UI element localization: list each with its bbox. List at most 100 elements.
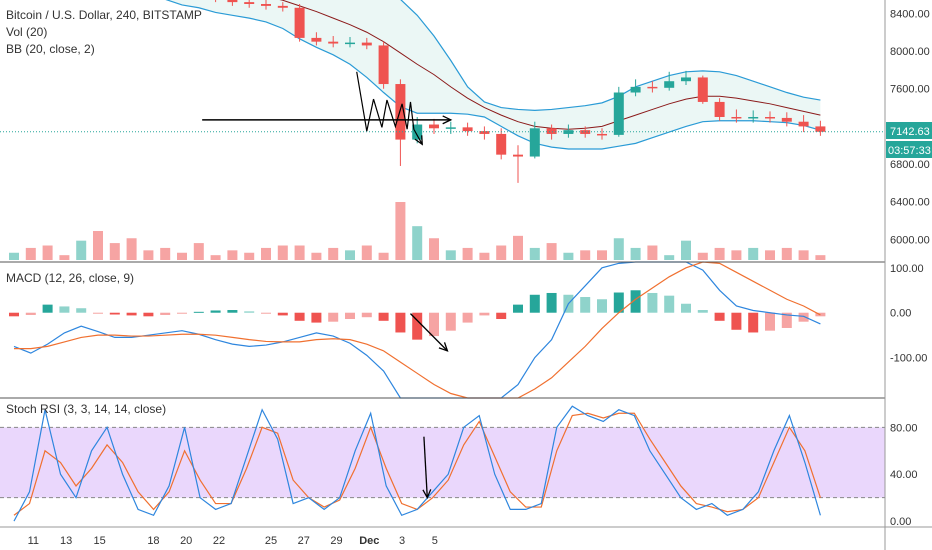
candle-body bbox=[277, 5, 288, 8]
volume-bar bbox=[529, 247, 540, 260]
volume-bar bbox=[93, 231, 103, 260]
candle-body bbox=[798, 121, 809, 127]
price-pane[interactable] bbox=[0, 0, 885, 260]
macd-tick-label: -100.00 bbox=[890, 353, 927, 365]
volume-bar bbox=[109, 243, 120, 260]
signal-line bbox=[14, 261, 821, 399]
candle-body bbox=[513, 154, 523, 157]
macd-histogram-bar bbox=[59, 306, 70, 313]
volume-bar bbox=[328, 247, 339, 260]
macd-histogram-bar bbox=[513, 304, 523, 313]
stoch-pane[interactable] bbox=[0, 405, 885, 522]
price-tick-label: 8400.00 bbox=[890, 8, 930, 20]
candle-body bbox=[361, 42, 372, 46]
candle-body bbox=[731, 116, 742, 119]
volume-bar bbox=[42, 245, 53, 260]
time-tick-label: 27 bbox=[298, 535, 310, 547]
volume-bar bbox=[412, 226, 423, 260]
volume-bar bbox=[462, 247, 473, 260]
bb-lower-line bbox=[165, 0, 821, 150]
time-tick-label: 5 bbox=[432, 535, 438, 547]
macd-histogram-bar bbox=[429, 312, 439, 337]
volume-bar bbox=[143, 250, 154, 260]
macd-tick-label: 0.00 bbox=[890, 308, 911, 320]
macd-histogram-bar bbox=[462, 312, 473, 323]
macd-histogram-bar bbox=[765, 312, 775, 331]
volume-bar bbox=[697, 252, 708, 260]
candle-body bbox=[647, 86, 658, 89]
macd-histogram-bar bbox=[93, 312, 103, 314]
volume-bar bbox=[261, 247, 271, 260]
chart-title: Bitcoin / U.S. Dollar, 240, BITSTAMP bbox=[6, 8, 202, 22]
volume-bar bbox=[613, 238, 624, 260]
macd-histogram-bar bbox=[361, 312, 372, 318]
candle-body bbox=[445, 127, 456, 129]
time-tick-label: 3 bbox=[399, 535, 405, 547]
legends: Bitcoin / U.S. Dollar, 240, BITSTAMP Vol… bbox=[6, 8, 202, 416]
candle-body bbox=[345, 42, 355, 45]
time-tick-label: 15 bbox=[94, 535, 106, 547]
volume-bar bbox=[765, 250, 775, 260]
price-tick-label: 6000.00 bbox=[890, 234, 930, 246]
macd-histogram-bar bbox=[798, 312, 809, 322]
bb-middle-line bbox=[279, 0, 821, 130]
volume-bar bbox=[277, 245, 288, 260]
macd-histogram-bar bbox=[244, 311, 255, 313]
volume-bar bbox=[630, 247, 641, 260]
macd-histogram-bar bbox=[714, 312, 725, 321]
volume-bar bbox=[378, 252, 389, 260]
volume-bar bbox=[210, 255, 221, 260]
last-price-label: 7142.63 bbox=[890, 126, 930, 138]
stoch-legend: Stoch RSI (3, 3, 14, 14, close) bbox=[6, 402, 166, 416]
macd-histogram-bar bbox=[109, 312, 120, 315]
volume-bar bbox=[395, 202, 406, 260]
candle-body bbox=[311, 37, 322, 42]
volume-bar bbox=[193, 243, 204, 260]
volume-bar bbox=[160, 247, 171, 260]
time-tick-label: 20 bbox=[180, 535, 192, 547]
time-tick-label: 13 bbox=[60, 535, 72, 547]
volume-bar bbox=[563, 252, 574, 260]
volume-bar bbox=[9, 252, 19, 260]
macd-histogram-bar bbox=[664, 295, 675, 313]
macd-histogram-bar bbox=[42, 304, 53, 313]
candle-body bbox=[765, 116, 775, 119]
macd-histogram-bar bbox=[395, 312, 406, 333]
candle-body bbox=[378, 45, 389, 85]
time-tick-label: 22 bbox=[213, 535, 225, 547]
candle-body bbox=[613, 92, 624, 135]
macd-histogram-bar bbox=[681, 303, 691, 313]
macd-histogram-bar bbox=[412, 312, 423, 340]
volume-bar bbox=[227, 250, 238, 260]
macd-histogram-bar bbox=[227, 310, 238, 313]
candle-body bbox=[563, 130, 574, 134]
stoch-arrowhead bbox=[422, 489, 432, 500]
volume-bar bbox=[479, 252, 490, 260]
macd-histogram-bar bbox=[613, 292, 624, 313]
candle-body bbox=[261, 4, 271, 6]
volume-bar bbox=[748, 247, 759, 260]
volume-bar bbox=[445, 250, 456, 260]
volume-bar bbox=[664, 255, 675, 260]
macd-histogram-bar bbox=[546, 292, 557, 313]
volume-bar bbox=[177, 252, 187, 260]
volume-bar bbox=[681, 240, 691, 260]
candle-body bbox=[714, 101, 725, 117]
last-price-tag bbox=[886, 122, 932, 139]
candle-body bbox=[781, 117, 792, 122]
macd-histogram-bar bbox=[143, 312, 154, 317]
volume-bar bbox=[244, 252, 255, 260]
macd-histogram-bar bbox=[731, 312, 742, 330]
candle-body bbox=[697, 77, 708, 102]
candle-body bbox=[395, 84, 406, 140]
volume-bar bbox=[294, 245, 305, 260]
time-tick-label: 18 bbox=[147, 535, 159, 547]
price-tick-label: 6400.00 bbox=[890, 197, 930, 209]
candle-body bbox=[597, 133, 607, 136]
macd-histogram-bar bbox=[697, 310, 708, 313]
stoch-tick-label: 40.00 bbox=[890, 469, 918, 481]
candle-body bbox=[748, 116, 759, 119]
macd-histogram-bar bbox=[529, 294, 540, 313]
